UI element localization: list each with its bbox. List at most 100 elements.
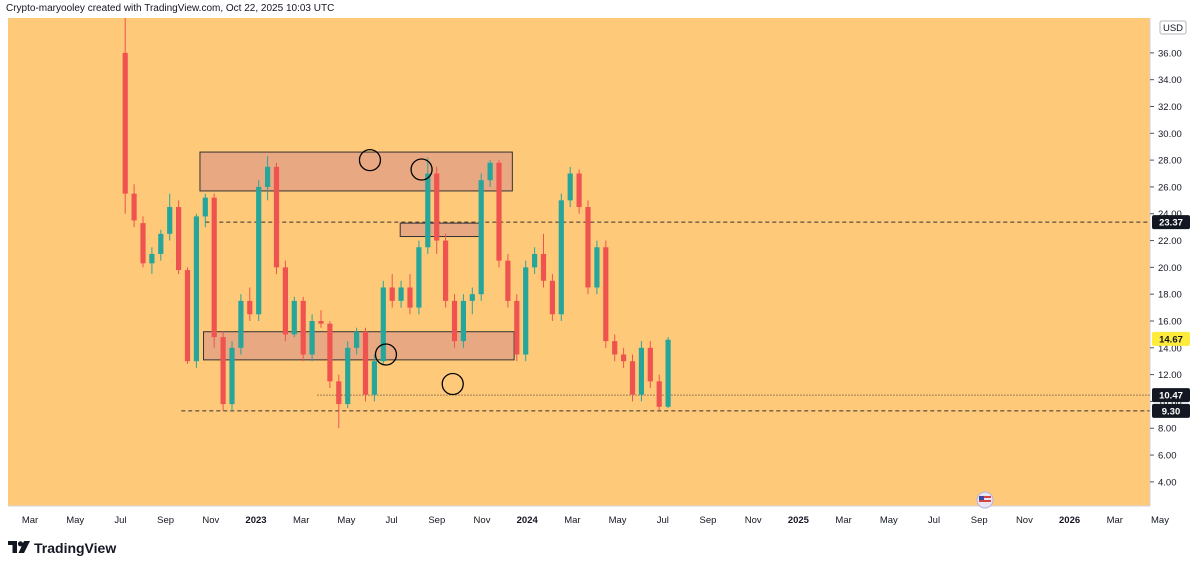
candle-body [665,339,671,407]
candle[interactable] [202,193,208,228]
candle[interactable] [434,166,440,254]
candle-body [416,247,422,308]
candle[interactable] [229,341,235,411]
candle[interactable] [469,287,475,315]
bottom-circle-2024[interactable] [374,343,398,366]
candle[interactable] [621,347,627,368]
candle[interactable] [265,156,271,201]
candle[interactable] [407,274,413,315]
candle[interactable] [451,294,458,348]
candle[interactable] [629,354,636,402]
x-tick-label: Mar [1107,515,1123,526]
currency-badge[interactable] [1159,20,1187,35]
price-label[interactable]: 23.37 [1152,215,1190,230]
top-circle-2025[interactable] [410,158,433,181]
candle[interactable] [327,320,333,389]
candle[interactable] [176,200,182,275]
candle[interactable] [131,184,137,228]
candle[interactable] [505,253,511,308]
candle-body [398,287,404,301]
candle[interactable] [336,374,342,429]
candle[interactable] [496,160,502,268]
candle[interactable] [300,296,306,362]
candle[interactable] [291,296,297,338]
price-label-bg [1152,388,1190,403]
candle[interactable] [532,247,538,275]
price-chart[interactable]: USD 36.00 34.00 32.00 30.00 28.00 26.00 24.00 22… [8,18,1192,528]
candle[interactable] [576,169,582,214]
upper-resistance-zone[interactable] [199,151,513,192]
candle[interactable] [523,260,529,362]
candle[interactable] [140,216,146,268]
candle[interactable] [282,260,288,342]
candle[interactable] [193,213,199,368]
candle[interactable] [167,193,173,241]
x-tick-label: Nov [745,515,762,526]
candle[interactable] [656,374,662,411]
tradingview-logo[interactable]: TradingView [8,540,116,556]
candle[interactable] [603,240,609,348]
candle[interactable] [256,180,262,321]
y-tick-label: 32.00 [1158,102,1182,113]
candle[interactable] [220,331,226,411]
candle[interactable] [647,341,653,389]
candle[interactable] [567,166,573,208]
candle[interactable] [416,240,422,315]
candle[interactable] [460,294,466,348]
candle[interactable] [318,310,324,328]
candle[interactable] [594,240,600,295]
candle[interactable] [371,354,377,402]
candle[interactable] [425,157,431,254]
x-tick-label: Sep [700,515,717,526]
x-axis: Mar May Jul Sep Nov 2023 Mar May Jul Sep Nov 2024 Ma… [8,505,1169,526]
candle[interactable] [158,229,164,261]
candle[interactable] [345,341,351,409]
candle[interactable] [184,267,191,364]
flag-icon[interactable] [976,491,994,509]
candle[interactable] [612,334,618,362]
price-label[interactable]: 14.67 [1152,331,1190,346]
candle[interactable] [398,280,404,308]
middle-resistance-zone[interactable] [399,222,481,238]
candle[interactable] [540,233,547,288]
candle[interactable] [585,200,591,295]
candle[interactable] [149,247,155,275]
lines-layer [181,221,1150,412]
candle[interactable] [558,193,564,321]
candle[interactable] [211,193,217,348]
x-tick-label: 2025 [788,515,810,526]
x-tick-label: Mar [22,515,38,526]
candle[interactable] [362,327,369,402]
candle[interactable] [514,294,520,362]
candle-body [576,173,582,208]
candle[interactable] [665,337,671,409]
candle[interactable] [380,280,386,364]
candles-layer [122,18,671,429]
candle-body [594,247,600,288]
candle[interactable] [549,274,555,321]
candle[interactable] [443,233,449,308]
price-label[interactable]: 9.30 [1152,403,1190,418]
candle[interactable] [247,287,253,321]
candle[interactable] [638,341,644,402]
candle[interactable] [122,18,128,214]
candle-body [282,267,288,335]
candle[interactable] [238,294,244,355]
candle-body [656,381,662,407]
candle[interactable] [487,160,493,187]
top-circle-2024[interactable] [358,148,382,172]
candle[interactable] [273,162,280,275]
candle[interactable] [354,327,360,355]
chart-area[interactable]: USD 36.00 34.00 32.00 30.00 28.00 26.00 24.00 22… [8,18,1192,528]
candle-body [327,323,333,382]
candle-body [273,166,280,268]
candle[interactable] [309,314,315,362]
candle[interactable] [389,274,395,308]
candle-body [638,347,644,395]
candle-body [238,300,244,348]
bottom-circle-2025[interactable] [441,372,464,396]
candle[interactable] [478,173,484,301]
candle-body [202,197,208,217]
price-label[interactable]: 10.47 [1152,388,1190,403]
candle-body [487,162,493,181]
